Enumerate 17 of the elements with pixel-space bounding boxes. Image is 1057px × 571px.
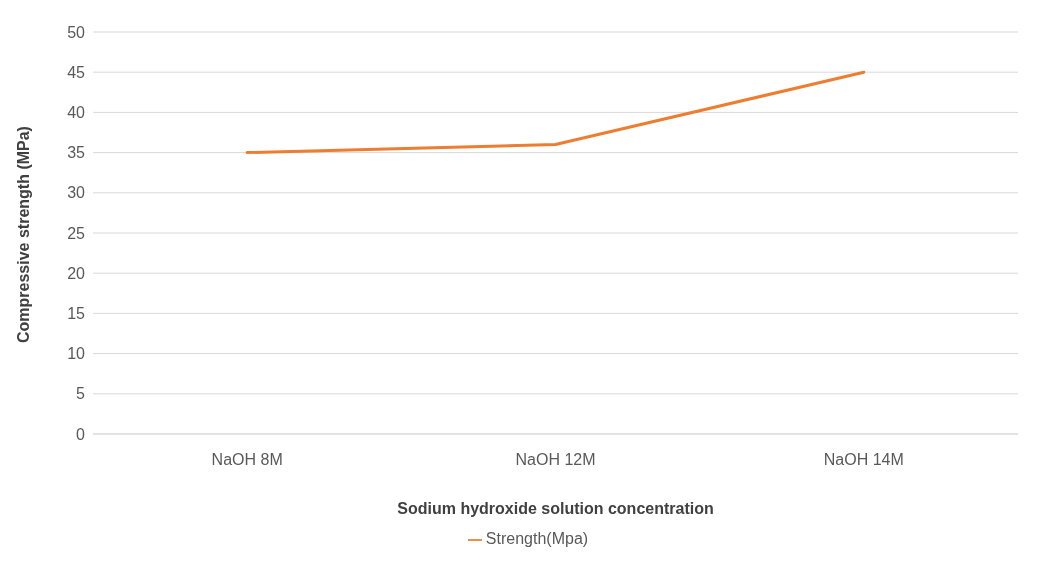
y-tick-label: 25 (67, 224, 86, 242)
y-tick-label: 5 (76, 385, 86, 403)
y-tick-label: 40 (67, 104, 86, 122)
y-tick-label: 15 (67, 305, 86, 323)
x-axis-title: Sodium hydroxide solution concentration (397, 500, 714, 517)
y-tick-label: 45 (67, 63, 86, 81)
y-axis-title: Compressive strength (MPa) (14, 126, 32, 343)
y-tick-label: 30 (67, 184, 86, 202)
y-tick-label: 35 (67, 144, 86, 162)
y-tick-label: 0 (76, 425, 86, 443)
legend-label: Strength(Mpa) (485, 530, 589, 547)
y-tick-label: 50 (67, 23, 86, 41)
x-tick-label: NaOH 14M (823, 451, 904, 469)
y-tick-label: 20 (67, 264, 86, 282)
x-tick-label: NaOH 12M (515, 451, 596, 469)
y-tick-label: 10 (67, 345, 86, 363)
x-tick-label: NaOH 8M (211, 451, 283, 469)
